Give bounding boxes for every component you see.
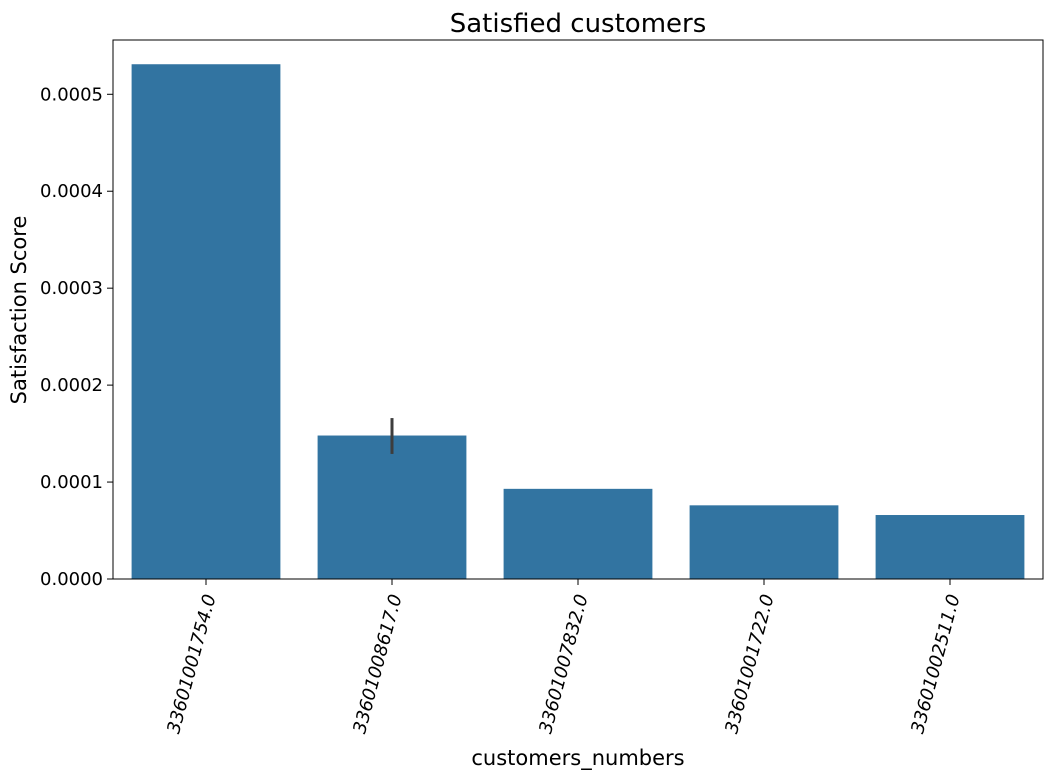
y-tick-label-3: 0.0002 — [40, 375, 103, 396]
bar-5 — [875, 515, 1025, 579]
chart-title: Satisfied customers — [450, 9, 707, 39]
bars-layer — [131, 64, 1025, 580]
y-tick-label-6: 0.0005 — [40, 84, 103, 105]
x-axis-label: customers_numbers — [471, 746, 684, 771]
x-axis: 33601001754.0 33601008617.0 33601007832.0 3… — [163, 579, 965, 736]
y-tick-label-1: 0.0000 — [40, 569, 103, 590]
y-tick-label-5: 0.0004 — [40, 181, 103, 202]
bar-2 — [317, 435, 467, 579]
x-tick-label-3: 33601007832.0 — [535, 592, 592, 736]
bar-3 — [503, 488, 653, 579]
x-tick-label-2: 33601008617.0 — [349, 592, 406, 736]
y-axis-label: Satisfaction Score — [7, 216, 31, 405]
x-tick-label-4: 33601001722.0 — [721, 592, 778, 736]
y-tick-label-4: 0.0003 — [40, 278, 103, 299]
bar-4 — [689, 505, 839, 579]
x-tick-label-5: 33601002511.0 — [907, 592, 964, 736]
bar-1 — [131, 64, 281, 580]
y-axis: 0.0000 0.0001 0.0002 0.0003 0.0004 0.0005 — [40, 84, 113, 590]
x-tick-label-1: 33601001754.0 — [163, 592, 220, 736]
y-tick-label-2: 0.0001 — [40, 472, 103, 493]
